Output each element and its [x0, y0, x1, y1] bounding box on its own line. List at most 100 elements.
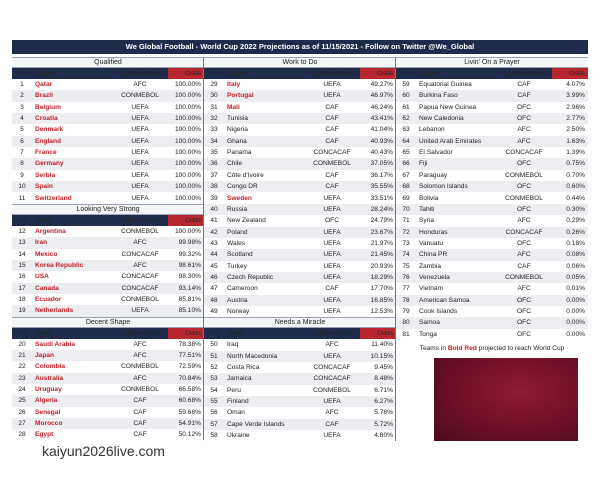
table-row: 81 Tonga OFC 0.00% — [396, 329, 588, 340]
table-row: 48 Austria UEFA 16.85% — [204, 294, 396, 306]
cell-team: Canada — [35, 284, 59, 292]
cell-confederation: CAF — [133, 408, 147, 416]
cell-pos: 73 — [402, 239, 410, 247]
table-row: 57 Cape Verde Islands CAF 5.72% — [204, 418, 396, 431]
legend-note: Teams in Bold Red projected to reach Wor… — [396, 344, 588, 354]
table-row: 46 Czech Republic UEFA 18.29% — [204, 271, 396, 284]
cell-odds: 50.12% — [178, 431, 201, 439]
table-row: 18 Ecuador CONMEBOL 85.81% — [12, 294, 204, 305]
cell-pos: 77 — [402, 285, 410, 293]
cell-odds: 28.24% — [370, 205, 393, 213]
table-row: 31 Mali CAF 46.24% — [204, 102, 396, 113]
cell-confederation: AFC — [517, 126, 531, 134]
cell-odds: 49.27% — [370, 81, 393, 88]
cell-team: Austria — [227, 296, 248, 304]
cell-pos: 25 — [18, 397, 26, 405]
cell-pos: 67 — [402, 171, 410, 179]
cell-confederation: CAF — [325, 285, 339, 293]
cell-confederation: AFC — [517, 285, 531, 293]
cell-pos: 55 — [210, 398, 218, 406]
table-row: 80 Samoa OFC 0.00% — [396, 317, 588, 329]
cell-team: Turkey — [227, 262, 247, 270]
cell-pos: 29 — [210, 81, 218, 88]
column-header: Team — [416, 68, 496, 79]
cell-team: Italy — [227, 81, 241, 88]
cell-team: Portugal — [227, 92, 254, 100]
column-header: Team — [32, 214, 112, 226]
cell-pos: 7 — [20, 149, 24, 157]
table-row: 23 Australia AFC 70.84% — [12, 372, 204, 385]
cell-pos: 59 — [402, 81, 410, 88]
cell-odds: 2.77% — [566, 115, 585, 123]
cell-odds: 100.00% — [174, 115, 201, 123]
cell-team: Colombia — [35, 363, 66, 371]
cell-pos: 9 — [20, 171, 24, 179]
cell-pos: 45 — [210, 262, 218, 270]
cell-team: Switzerland — [35, 194, 72, 202]
title-bar: We Global Football - World Cup 2022 Proj… — [12, 40, 588, 54]
cell-team: Ecuador — [35, 295, 62, 303]
cell-pos: 58 — [210, 432, 218, 440]
cell-confederation: CONMEBOL — [121, 227, 159, 235]
table-row: 20 Saudi Arabia AFC 78.38% — [12, 339, 204, 350]
cell-pos: 16 — [18, 273, 26, 281]
cell-odds: 0.60% — [566, 183, 585, 191]
cell-odds: 37.05% — [370, 160, 393, 168]
cell-odds: 43.41% — [370, 115, 393, 123]
table-row: 36 Chile CONMEBOL 37.05% — [204, 158, 396, 170]
cell-team: Chile — [227, 160, 243, 168]
cell-pos: 26 — [18, 408, 26, 416]
cell-confederation: OFC — [325, 217, 339, 225]
cell-pos: 21 — [18, 352, 26, 359]
column-header: Confederation — [304, 328, 360, 340]
cell-odds: 24.79% — [370, 217, 393, 225]
cell-confederation: CONMEBOL — [313, 386, 351, 394]
table-row: 1 Qatar AFC 100.00% — [12, 79, 204, 90]
cell-confederation: AFC — [517, 217, 531, 225]
table-row: 63 Lebanon AFC 2.50% — [396, 124, 588, 135]
cell-team: Costa Rica — [227, 364, 260, 372]
table-row: 10 Spain UEFA 100.00% — [12, 181, 204, 193]
cell-pos: 80 — [402, 319, 410, 327]
cell-confederation: UEFA — [323, 352, 341, 360]
cell-confederation: OFC — [517, 330, 531, 338]
cell-pos: 47 — [210, 285, 218, 293]
cell-odds: 46.24% — [370, 103, 393, 111]
cell-confederation: CAF — [133, 397, 147, 405]
cell-team: American Samoa — [419, 296, 470, 304]
cell-pos: 68 — [402, 183, 410, 191]
cell-confederation: CONMEBOL — [121, 92, 159, 100]
section-title: Work to Do — [204, 57, 396, 68]
cell-team: Equatorial Guinea — [419, 81, 472, 88]
cell-pos: 17 — [18, 284, 26, 292]
cell-team: Senegal — [35, 408, 61, 416]
column-header: Confederation — [112, 68, 168, 79]
cell-confederation: CONCACAF — [121, 250, 159, 258]
table-row: 75 Zambia CAF 0.06% — [396, 261, 588, 272]
cell-confederation: OFC — [517, 115, 531, 123]
table-row: 54 Peru CONMEBOL 6.71% — [204, 385, 396, 396]
cell-confederation: OFC — [517, 103, 531, 111]
cell-odds: 0.00% — [566, 308, 585, 315]
cell-odds: 0.18% — [566, 239, 585, 247]
cell-team: Papua New Guinea — [419, 103, 477, 111]
cell-team: Spain — [35, 183, 53, 191]
cell-pos: 60 — [402, 92, 410, 100]
image — [434, 358, 578, 441]
column-header: Odds — [168, 214, 204, 226]
cell-pos: 51 — [210, 352, 218, 360]
cell-odds: 0.44% — [566, 194, 585, 202]
section-title: Looking Very Strong — [12, 203, 204, 215]
cell-confederation: UEFA — [323, 239, 341, 247]
cell-pos: 4 — [20, 115, 24, 123]
column-header: Odds — [168, 68, 204, 79]
cell-confederation: AFC — [325, 341, 339, 349]
cell-team: Sweden — [227, 194, 252, 202]
cell-confederation: UEFA — [131, 149, 149, 157]
cell-team: Brazil — [35, 92, 53, 100]
cell-team: Denmark — [35, 126, 64, 134]
cell-team: Samoa — [419, 319, 440, 327]
cell-pos: 74 — [402, 251, 410, 259]
cell-odds: 100.00% — [174, 160, 201, 168]
table-row: 77 Vietnam AFC 0.01% — [396, 283, 588, 294]
